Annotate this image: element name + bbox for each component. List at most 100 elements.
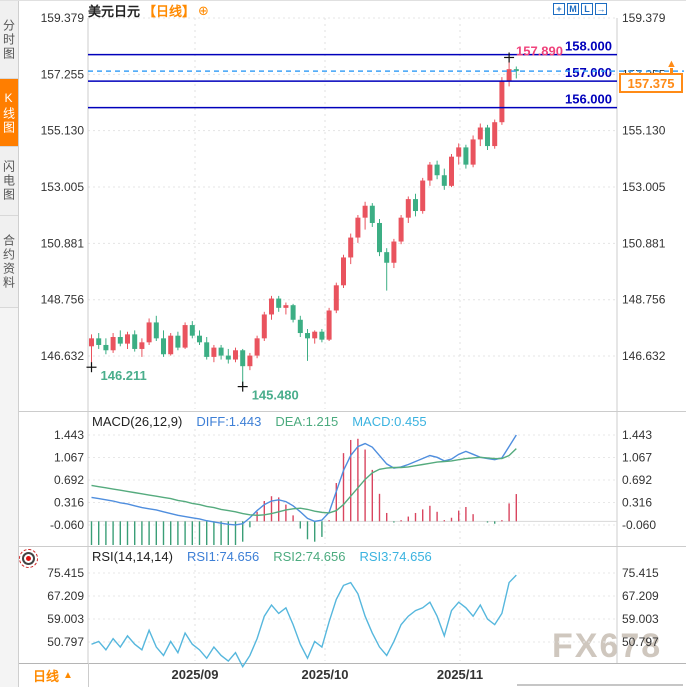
candle-body xyxy=(132,334,138,349)
axis-label: -0.060 xyxy=(622,518,656,532)
candle-body xyxy=(283,305,289,308)
axis-label: 0.316 xyxy=(622,495,652,509)
axis-labels-layer: 159.379159.379157.255157.255155.130155.1… xyxy=(41,11,666,649)
axis-label: 150.881 xyxy=(41,236,85,250)
price-level-label: 157.000 xyxy=(565,65,612,80)
axis-label: 155.130 xyxy=(622,124,666,138)
axis-label: 148.756 xyxy=(622,293,666,307)
candle-body xyxy=(499,81,505,123)
candle-body xyxy=(182,325,188,348)
axis-separator xyxy=(18,663,686,664)
axis-label: 1.067 xyxy=(622,450,652,464)
axis-scale-icon[interactable]: L xyxy=(581,3,593,15)
rsi-title: RSI(14,14,14) xyxy=(92,549,173,564)
candle-body xyxy=(456,147,462,157)
candle-body xyxy=(485,127,490,147)
scrollbar[interactable] xyxy=(517,684,683,686)
sidebar-tab-label: 分时图 xyxy=(1,18,16,61)
axis-label: 59.003 xyxy=(47,612,84,626)
price-level-label: 158.000 xyxy=(565,39,612,54)
candle-body xyxy=(369,205,375,223)
axis-label: 0.316 xyxy=(54,495,84,509)
candle-body xyxy=(326,310,332,340)
popout-icon[interactable]: → xyxy=(595,3,607,15)
axis-label: 75.415 xyxy=(622,566,659,580)
rsi-layer xyxy=(91,574,517,669)
sidebar-tab-timeshare[interactable]: 分时图 xyxy=(0,1,18,79)
rsi-line xyxy=(91,574,517,669)
axis-label: 146.632 xyxy=(41,349,85,363)
sidebar-tab-contract-info[interactable]: 合约资料 xyxy=(0,216,18,308)
candle-body xyxy=(110,337,116,351)
macd-dea-value: DEA:1.215 xyxy=(275,414,339,429)
candle-body xyxy=(355,217,361,238)
current-price-box[interactable]: 157.375 xyxy=(619,73,683,93)
time-axis-row: 日线 ▲ 2025/09 2025/10 2025/11 xyxy=(18,663,686,687)
low-price-label: 146.211 xyxy=(101,368,147,383)
macd-header: MACD(26,12,9) DIFF:1.443 DEA:1.215 MACD:… xyxy=(92,414,427,429)
hot-indicator-icon[interactable] xyxy=(19,549,38,568)
candle-body xyxy=(463,147,469,165)
period-label: 日线 xyxy=(33,668,60,684)
candle-body xyxy=(175,335,181,348)
candle-body xyxy=(197,335,202,343)
x-axis-label: 2025/10 xyxy=(301,667,349,682)
symbol-title: 美元日元 xyxy=(88,3,141,19)
candle-body xyxy=(492,122,498,147)
sidebar-tab-label: K线图 xyxy=(1,90,16,135)
candle-body xyxy=(470,139,476,165)
axis-label: 1.443 xyxy=(54,428,84,442)
candle-body xyxy=(420,180,426,212)
candle-body xyxy=(153,322,159,339)
macd-macd-value: MACD:0.455 xyxy=(352,414,427,429)
chart-title-row: 美元日元 【日线】 ⊕ xyxy=(88,2,209,19)
left-tab-bar: 分时图 K线图 闪电图 合约资料 xyxy=(0,1,19,687)
rsi2-value: RSI2:74.656 xyxy=(273,549,346,564)
candle-body xyxy=(413,199,418,212)
axis-label: 67.209 xyxy=(47,589,84,603)
panel-separator xyxy=(18,546,686,547)
axis-label: 153.005 xyxy=(622,180,666,194)
candle-body xyxy=(398,217,404,242)
candle-body xyxy=(168,335,174,355)
sidebar-tab-candlestick[interactable]: K线图 xyxy=(0,79,18,147)
candle-body xyxy=(204,342,210,357)
x-axis-label: 2025/09 xyxy=(171,667,219,682)
candle-body xyxy=(513,69,519,72)
candle-body xyxy=(333,285,339,311)
period-selector[interactable]: 日线 ▲ xyxy=(18,663,89,687)
candle-body xyxy=(269,298,274,315)
candle-body xyxy=(477,127,483,140)
candle-body xyxy=(89,338,94,347)
period-tag: 【日线】 xyxy=(143,3,196,19)
crosshair-icon[interactable]: + xyxy=(553,3,565,15)
candle-body xyxy=(341,257,346,286)
axis-label: 159.379 xyxy=(622,11,666,25)
axis-label: 153.005 xyxy=(41,180,85,194)
axis-label: 75.415 xyxy=(47,566,84,580)
axis-label: 1.067 xyxy=(54,450,84,464)
price-up-arrow-icon: ▲ xyxy=(666,58,677,73)
current-price-value: 157.375 xyxy=(627,75,675,91)
axis-label: 157.255 xyxy=(41,67,85,81)
add-circle-icon[interactable]: ⊕ xyxy=(198,2,209,18)
rsi-header: RSI(14,14,14) RSI1:74.656 RSI2:74.656 RS… xyxy=(92,549,432,564)
candle-body xyxy=(240,350,246,367)
candle-body xyxy=(297,319,303,334)
candle-body xyxy=(233,350,238,360)
fit-chart-icon[interactable]: M xyxy=(567,3,579,15)
candle-body xyxy=(189,325,195,336)
candle-body xyxy=(211,347,217,357)
candle-body xyxy=(261,314,267,339)
candle-body xyxy=(312,331,318,339)
caret-up-icon: ▲ xyxy=(63,669,73,681)
annotations-layer: 157.890 146.211 145.480 xyxy=(86,43,563,403)
candle-body xyxy=(161,338,166,355)
sidebar-tab-lightning[interactable]: 闪电图 xyxy=(0,147,18,216)
grid-layer xyxy=(87,17,618,663)
macd-title: MACD(26,12,9) xyxy=(92,414,183,429)
axis-label: 67.209 xyxy=(622,589,659,603)
candle-body xyxy=(427,164,433,181)
